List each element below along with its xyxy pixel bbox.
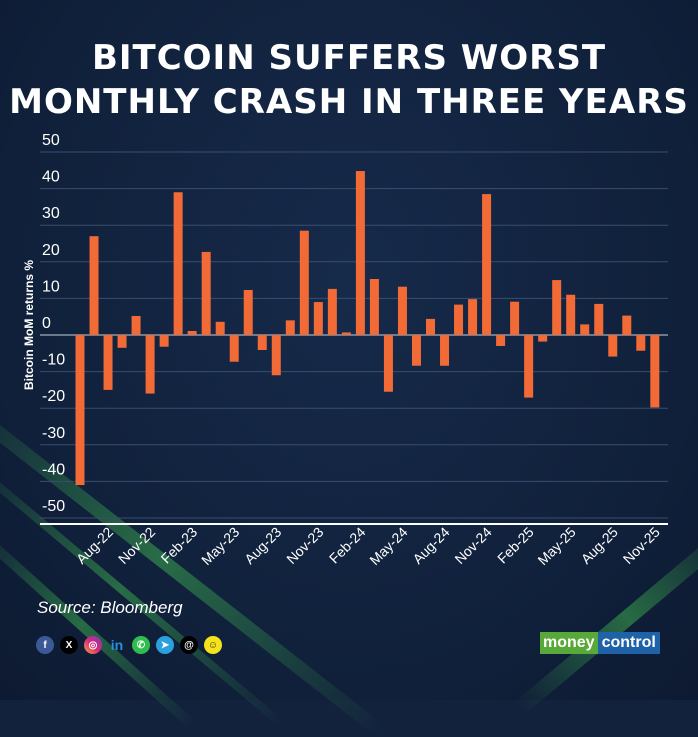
whatsapp-icon[interactable]: ✆	[132, 636, 150, 654]
instagram-icon[interactable]: ◎	[84, 636, 102, 654]
bar-Jul-23	[257, 335, 267, 351]
bar-Mar-23	[201, 251, 211, 335]
y-tick-label: -50	[42, 498, 65, 515]
bar-May-23	[229, 335, 239, 362]
bar-Sep-22	[117, 335, 127, 348]
x-tick-label: Feb-24	[326, 524, 369, 567]
bar-Nov-22	[145, 335, 155, 394]
x-tick-label: Nov-24	[451, 524, 494, 567]
social-icons: f X ◎ in ✆ ➤ @ ☺	[36, 636, 222, 654]
bar-Feb-24	[355, 171, 365, 335]
bar-Dec-23	[327, 288, 337, 335]
y-tick-label: -30	[42, 425, 65, 442]
x-tick-label: May-24	[366, 524, 410, 568]
bar-Feb-23	[187, 330, 197, 335]
bar-Jul-24	[426, 318, 435, 335]
bar-Jan-23	[173, 192, 183, 335]
bar-Dec-22	[159, 335, 169, 347]
bar-Sep-24	[454, 304, 464, 335]
telegram-icon[interactable]: ➤	[156, 636, 174, 654]
y-tick-label: 30	[42, 205, 60, 222]
facebook-icon[interactable]: f	[36, 636, 54, 654]
bar-May-24	[397, 286, 407, 335]
bar-Aug-22	[103, 335, 113, 390]
x-tick-label: Feb-25	[494, 524, 537, 567]
y-tick-label: 10	[42, 278, 60, 295]
y-tick-label: 40	[42, 169, 60, 186]
bar-Jul-25	[594, 303, 604, 335]
bar-Jun-23	[243, 289, 253, 335]
x-tick-label: Aug-22	[73, 524, 116, 567]
y-tick-label: 20	[42, 242, 60, 259]
x-tick-label: Nov-22	[115, 524, 158, 567]
bar-Feb-25	[524, 335, 534, 398]
bar-Nov-23	[313, 302, 323, 335]
x-tick-label: Nov-25	[620, 524, 663, 567]
bar-Dec-24	[496, 335, 506, 346]
bar-Oct-23	[299, 230, 309, 335]
bar-Apr-25	[552, 280, 562, 335]
threads-icon[interactable]: @	[180, 636, 198, 654]
bar-Aug-25	[608, 335, 618, 357]
bar-Jun-24	[411, 335, 421, 366]
bar-Mar-25	[538, 335, 548, 342]
bar-Nov-24	[482, 194, 492, 335]
bar-Jun-25	[580, 324, 590, 335]
x-icon[interactable]: X	[60, 636, 78, 654]
bar-Jun-22	[75, 335, 85, 486]
bar-Aug-24	[440, 335, 450, 366]
logo-part-money: money	[540, 632, 598, 654]
bar-Mar-24	[369, 279, 379, 335]
y-tick-label: -10	[42, 352, 65, 369]
bar-Nov-25	[650, 335, 660, 408]
bar-May-25	[566, 294, 576, 335]
bar-Jan-24	[341, 332, 351, 335]
moneycontrol-logo: money control	[540, 632, 660, 654]
x-tick-label: May-23	[198, 524, 242, 568]
bar-Sep-25	[622, 315, 632, 335]
bar-Oct-22	[131, 315, 141, 335]
bar-Sep-23	[285, 320, 295, 335]
linkedin-icon[interactable]: in	[110, 637, 124, 653]
y-tick-label: 50	[42, 132, 60, 149]
snapchat-icon[interactable]: ☺	[204, 636, 222, 654]
y-tick-label: 0	[42, 315, 51, 332]
chart-title: BITCOIN SUFFERS WORST MONTHLY CRASH IN TH…	[9, 38, 689, 122]
bar-Oct-24	[468, 299, 478, 335]
source-note: Source: Bloomberg	[37, 598, 183, 617]
bar-Apr-24	[383, 335, 393, 392]
x-tick-label: Feb-23	[158, 524, 201, 567]
x-tick-label: May-25	[534, 524, 578, 568]
logo-part-control: control	[597, 632, 660, 654]
x-tick-label: Aug-25	[578, 524, 621, 567]
bar-Jul-22	[89, 236, 99, 335]
y-tick-label: -20	[42, 388, 65, 405]
bar-Aug-23	[271, 335, 281, 376]
y-tick-label: -40	[42, 461, 65, 478]
x-tick-label: Aug-23	[241, 524, 284, 567]
bar-Oct-25	[636, 335, 646, 351]
x-tick-label: Aug-24	[409, 524, 452, 567]
bar-Jan-25	[510, 301, 520, 335]
x-tick-label: Nov-23	[283, 524, 326, 567]
bar-Apr-23	[215, 321, 225, 335]
y-axis-label: Bitcoin MoM returns %	[22, 260, 36, 390]
